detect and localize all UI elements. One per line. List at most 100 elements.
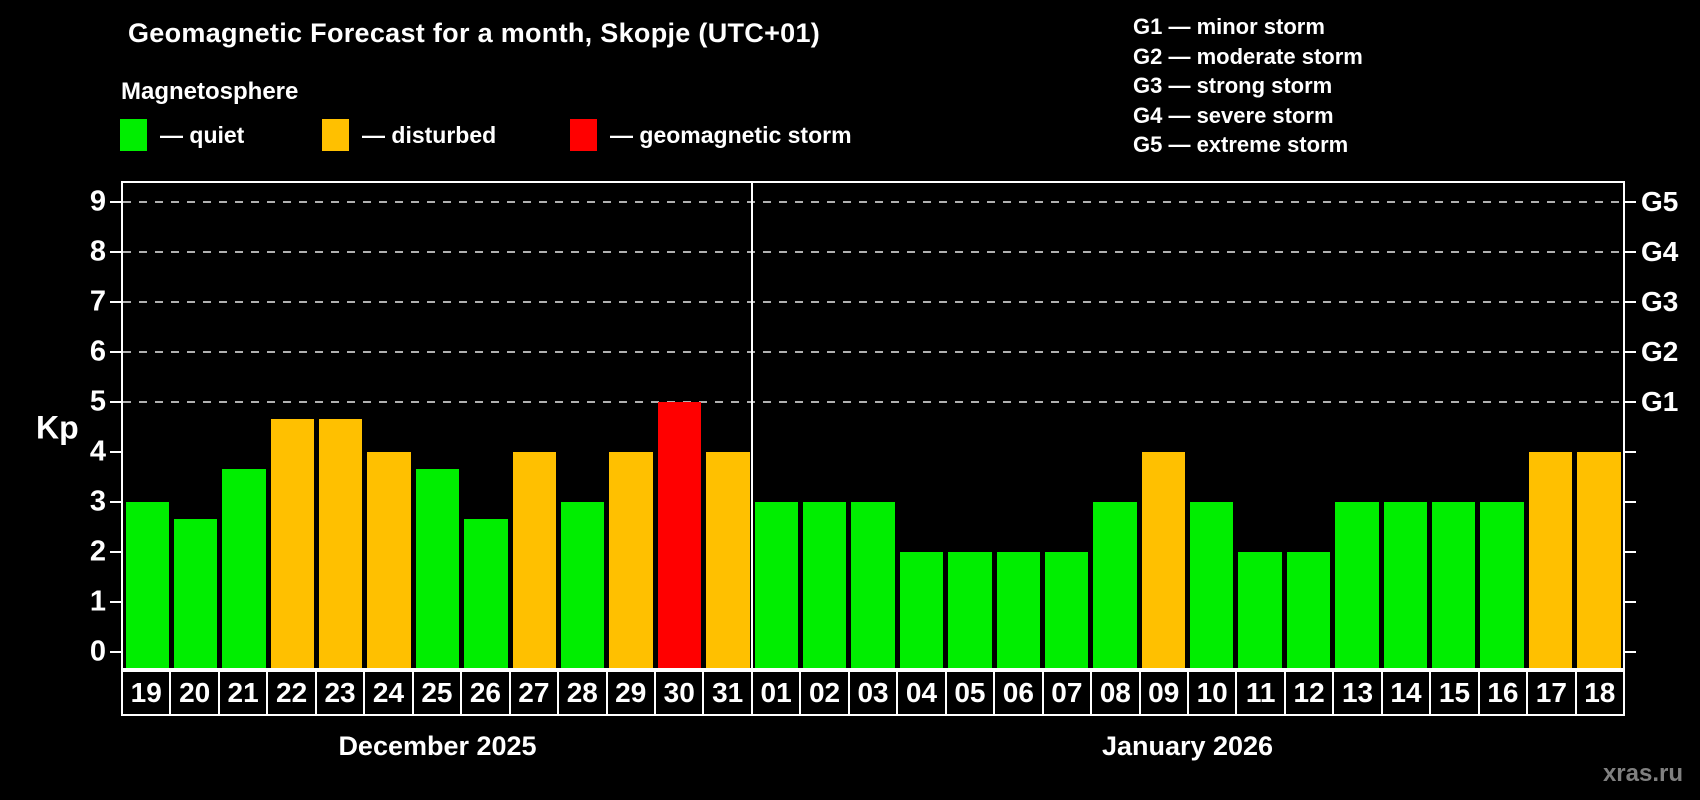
kp-bar-slot-25 bbox=[413, 183, 461, 668]
month-label-january: January 2026 bbox=[1101, 730, 1274, 761]
legend-item-disturbed: — disturbed bbox=[322, 118, 496, 152]
right-tick-2 bbox=[1625, 551, 1636, 553]
right-tick-3 bbox=[1625, 501, 1636, 503]
y-tick-label-2: 2 bbox=[89, 535, 106, 568]
kp-bar-slot-05 bbox=[946, 183, 994, 668]
kp-bar-december-31 bbox=[706, 452, 750, 668]
g5-legend-line: G5 — extreme storm bbox=[1133, 132, 1349, 157]
date-cell-09: 09 bbox=[1138, 670, 1189, 716]
storm-scale-legend: G1 — minor storm G2 — moderate storm G3 … bbox=[1133, 12, 1363, 160]
y-tick-label-7: 7 bbox=[89, 285, 106, 318]
legend-label-disturbed: — disturbed bbox=[362, 121, 497, 148]
right-tick-6 bbox=[1625, 351, 1636, 353]
legend-label-storm: — geomagnetic storm bbox=[610, 121, 852, 148]
kp-bar-slot-20 bbox=[171, 183, 219, 668]
left-tick-3 bbox=[110, 501, 121, 503]
disturbed-swatch-icon bbox=[322, 119, 349, 151]
gridline-kp9 bbox=[123, 201, 1623, 203]
kp-bar-december-20 bbox=[173, 518, 218, 668]
date-cell-07: 07 bbox=[1041, 670, 1093, 716]
kp-bar-slot-01 bbox=[752, 183, 800, 668]
date-cell-04: 04 bbox=[896, 670, 947, 716]
kp-bar-slot-26 bbox=[462, 183, 510, 668]
kp-bar-slot-06 bbox=[994, 183, 1042, 668]
kp-bar-slot-18 bbox=[1575, 183, 1623, 668]
kp-bar-january-17 bbox=[1528, 452, 1573, 668]
kp-bar-slot-22 bbox=[268, 183, 316, 668]
kp-bar-slot-23 bbox=[317, 183, 365, 668]
kp-bar-slot-11 bbox=[1236, 183, 1284, 668]
date-cell-10: 10 bbox=[1186, 670, 1238, 716]
kp-bar-december-27 bbox=[512, 452, 557, 668]
bars-container bbox=[123, 183, 1623, 668]
date-cell-01: 01 bbox=[750, 670, 802, 716]
magnetosphere-label: Magnetosphere bbox=[121, 78, 299, 105]
date-cell-16: 16 bbox=[1477, 670, 1529, 716]
left-tick-4 bbox=[110, 451, 121, 453]
kp-bar-slot-07 bbox=[1042, 183, 1090, 668]
kp-bar-slot-28 bbox=[559, 183, 607, 668]
kp-bar-december-28 bbox=[561, 502, 605, 668]
kp-bar-december-25 bbox=[415, 468, 460, 668]
date-cell-05: 05 bbox=[944, 670, 996, 716]
left-tick-0 bbox=[110, 651, 121, 653]
kp-bar-january-07 bbox=[1044, 552, 1089, 668]
g4-legend-line: G4 — severe storm bbox=[1133, 102, 1334, 128]
g3-legend-line: G3 — strong storm bbox=[1133, 73, 1333, 98]
kp-bar-january-08 bbox=[1093, 502, 1137, 668]
y-axis-title: Kp bbox=[36, 409, 79, 446]
g-scale-label-g5: G5 bbox=[1641, 186, 1679, 217]
kp-bar-slot-21 bbox=[220, 183, 268, 668]
left-tick-1 bbox=[110, 601, 121, 603]
x-axis-date-row: 19 20 21 22 23 24 25 26 27 28 29 30 31 01 02 03 04 05 06 07… bbox=[121, 670, 1626, 716]
kp-bar-slot-04 bbox=[897, 183, 945, 668]
date-cell-25: 25 bbox=[411, 670, 463, 716]
left-tick-5 bbox=[110, 401, 121, 403]
left-tick-6 bbox=[110, 351, 121, 353]
date-cell-18: 18 bbox=[1574, 670, 1626, 716]
kp-bar-slot-24 bbox=[365, 183, 413, 668]
date-cell-20: 20 bbox=[169, 670, 220, 716]
kp-bar-slot-13 bbox=[1333, 183, 1381, 668]
y-tick-label-3: 3 bbox=[89, 485, 106, 518]
quiet-swatch-icon bbox=[120, 119, 147, 151]
left-tick-7 bbox=[110, 301, 121, 303]
g2-legend-line: G2 — moderate storm bbox=[1133, 43, 1363, 69]
kp-bar-slot-17 bbox=[1526, 183, 1574, 668]
y-tick-label-9: 9 bbox=[89, 185, 106, 218]
date-cell-15: 15 bbox=[1429, 670, 1480, 716]
date-cell-08: 08 bbox=[1090, 670, 1141, 716]
kp-bar-december-29 bbox=[609, 452, 653, 668]
y-tick-label-5: 5 bbox=[89, 385, 106, 418]
right-tick-9 bbox=[1625, 201, 1636, 203]
kp-bar-january-13 bbox=[1335, 502, 1379, 668]
kp-bar-slot-27 bbox=[510, 183, 558, 668]
g-scale-label-g3: G3 bbox=[1641, 286, 1679, 317]
right-tick-8 bbox=[1625, 251, 1636, 253]
y-tick-label-6: 6 bbox=[89, 335, 106, 368]
page-title: Geomagnetic Forecast for a month, Skopje… bbox=[128, 18, 821, 48]
gridline-kp5 bbox=[123, 401, 1623, 403]
date-cell-28: 28 bbox=[557, 670, 608, 716]
date-cell-03: 03 bbox=[847, 670, 899, 716]
kp-bar-slot-30 bbox=[655, 183, 703, 668]
right-tick-7 bbox=[1625, 301, 1636, 303]
date-cell-26: 26 bbox=[460, 670, 511, 716]
y-tick-label-4: 4 bbox=[89, 435, 106, 468]
left-tick-9 bbox=[110, 201, 121, 203]
y-tick-label-1: 1 bbox=[89, 585, 106, 618]
legend-item-storm: — geomagnetic storm bbox=[570, 118, 852, 152]
y-tick-label-0: 0 bbox=[89, 635, 106, 668]
y-tick-label-8: 8 bbox=[89, 235, 106, 268]
kp-bar-january-12 bbox=[1286, 552, 1331, 668]
kp-bar-january-09 bbox=[1141, 452, 1186, 668]
gridline-kp6 bbox=[123, 351, 1623, 353]
date-cell-02: 02 bbox=[799, 670, 850, 716]
kp-bar-january-01 bbox=[754, 502, 798, 668]
kp-bar-december-19 bbox=[125, 502, 169, 668]
date-cell-14: 14 bbox=[1380, 670, 1432, 716]
kp-bar-january-04 bbox=[899, 552, 944, 668]
month-label-december: December 2025 bbox=[338, 730, 537, 761]
kp-bar-december-23 bbox=[319, 418, 363, 668]
